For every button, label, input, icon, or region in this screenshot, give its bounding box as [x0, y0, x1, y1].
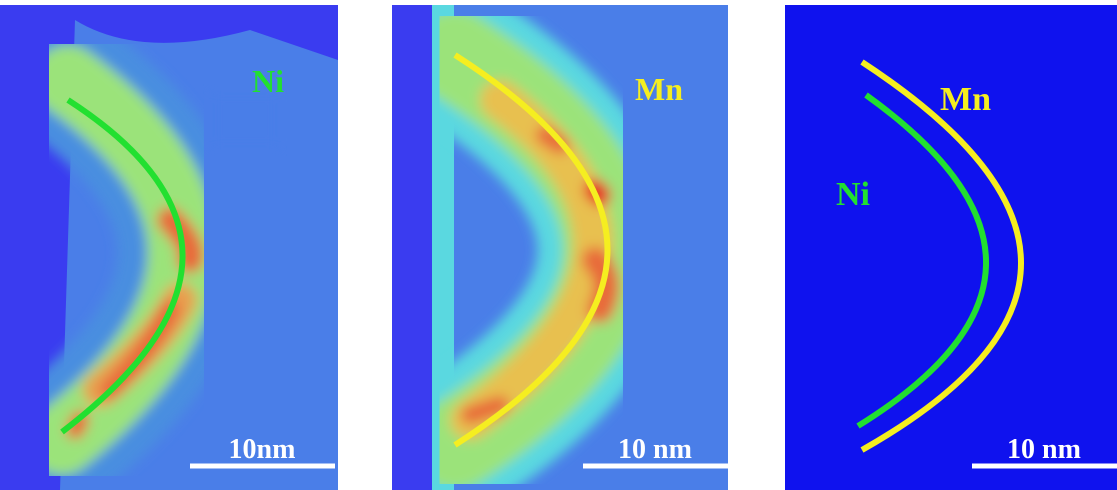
element-label: Ni: [252, 63, 284, 99]
ni-map: Ni 10nm: [0, 5, 338, 490]
scale-label: 10 nm: [618, 434, 692, 465]
mn-map: Mn 10 nm: [392, 5, 728, 490]
element-label: Mn: [940, 81, 991, 118]
figure: Ni 10nm Mn 10 nm Mn Ni 10 nm: [0, 0, 1117, 490]
scale-label: 10 nm: [1007, 434, 1081, 465]
element-label: Mn: [635, 71, 683, 107]
schematic: Mn Ni 10 nm: [785, 5, 1117, 490]
element-label: Ni: [836, 176, 870, 213]
scale-label: 10nm: [229, 434, 296, 465]
